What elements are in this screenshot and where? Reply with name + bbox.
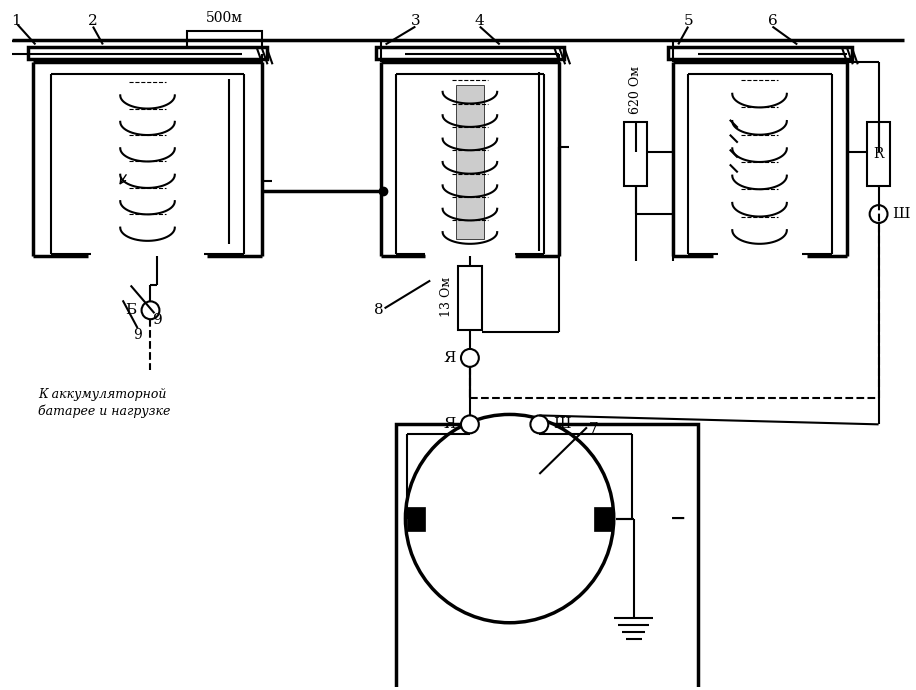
Text: 6: 6 bbox=[768, 14, 778, 28]
Text: 620 Ом: 620 Ом bbox=[629, 66, 642, 114]
Bar bbox=[187, 30, 262, 52]
Text: 5: 5 bbox=[683, 14, 692, 28]
Text: 4: 4 bbox=[475, 14, 485, 28]
Text: 9: 9 bbox=[133, 328, 142, 342]
Circle shape bbox=[461, 349, 479, 367]
Bar bbox=[376, 48, 564, 59]
Circle shape bbox=[869, 205, 888, 223]
Bar bbox=[408, 506, 425, 531]
Circle shape bbox=[530, 415, 549, 433]
Bar bbox=[867, 122, 890, 186]
Circle shape bbox=[406, 415, 614, 623]
Text: 7: 7 bbox=[589, 422, 598, 436]
Text: 13 Ом: 13 Ом bbox=[440, 277, 453, 317]
Text: Ш: Ш bbox=[553, 417, 571, 431]
Bar bbox=[456, 85, 484, 239]
Text: К аккумуляторной: К аккумуляторной bbox=[38, 388, 167, 401]
Text: 8: 8 bbox=[374, 304, 384, 317]
Text: 1: 1 bbox=[12, 14, 21, 28]
Text: Б: Б bbox=[125, 304, 136, 317]
Text: +: + bbox=[408, 509, 424, 528]
Bar bbox=[396, 424, 698, 690]
Bar bbox=[669, 48, 852, 59]
Text: −: − bbox=[670, 509, 686, 528]
Text: Я: Я bbox=[443, 351, 456, 365]
Circle shape bbox=[461, 415, 479, 433]
Text: 9: 9 bbox=[153, 313, 162, 327]
Bar bbox=[624, 122, 648, 186]
Circle shape bbox=[142, 302, 159, 319]
Text: батарее и нагрузке: батарее и нагрузке bbox=[38, 405, 170, 418]
Text: Ш: Ш bbox=[892, 207, 910, 221]
Text: 3: 3 bbox=[410, 14, 420, 28]
Text: Я: Я bbox=[443, 417, 456, 431]
Bar bbox=[28, 48, 267, 59]
Bar bbox=[458, 266, 482, 330]
Text: R: R bbox=[873, 146, 884, 161]
Text: 2: 2 bbox=[88, 14, 98, 28]
Bar bbox=[594, 506, 612, 531]
Text: 500м: 500м bbox=[205, 10, 243, 25]
